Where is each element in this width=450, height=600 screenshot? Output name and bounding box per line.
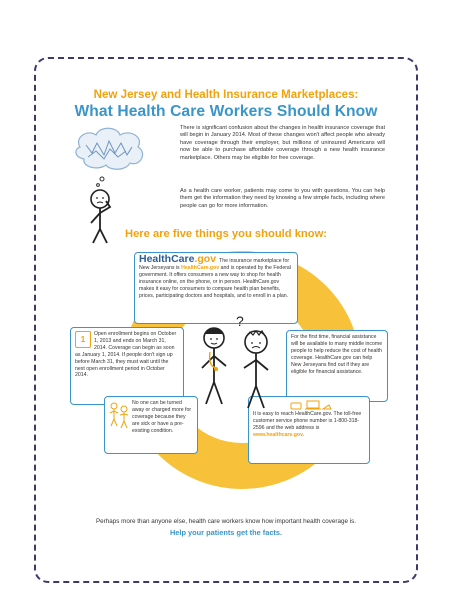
contact-card: It is easy to reach HealthCare.gov. The … xyxy=(248,396,370,464)
phone-computer-icon xyxy=(290,400,332,410)
marketplace-link[interactable]: HealthCare.gov xyxy=(181,264,220,271)
marketplace-card: HealthCare.gov The insurance marketplace … xyxy=(134,252,298,324)
sick-people-icon xyxy=(109,402,129,429)
healthcare-gov-url-link[interactable]: www.healthcare.gov xyxy=(253,431,303,438)
title-line-2: What Health Care Workers Should Know xyxy=(74,103,378,120)
preexisting-card: No one can be turned away or charged mor… xyxy=(104,396,198,454)
health-workers-illustration: ? xyxy=(201,313,269,409)
contact-text-b: . xyxy=(302,431,305,438)
title-line-1: New Jersey and Health Insurance Marketpl… xyxy=(93,88,359,101)
intro-paragraph-1: There is significant confusion about the… xyxy=(180,125,385,161)
footer-line-2: Help your patients get the facts. xyxy=(169,528,283,537)
enrollment-card: 1 Open enrollment begins on October 1, 20… xyxy=(70,327,184,405)
contact-text-a: It is easy to reach HealthCare.gov. The … xyxy=(253,411,362,431)
healthcare-gov-logo: HealthCare.gov xyxy=(139,253,217,265)
svg-text:?: ? xyxy=(236,313,244,329)
marketplace-text-b: and is operated by the Federal governmen… xyxy=(139,264,291,299)
confused-person-illustration xyxy=(75,127,144,244)
preexisting-text: No one can be turned away or charged mor… xyxy=(132,400,192,434)
enrollment-text: Open enrollment begins on October 1, 201… xyxy=(75,331,177,379)
page-border xyxy=(34,57,418,583)
calendar-icon: 1 xyxy=(75,331,91,348)
footer-line-1: Perhaps more than anyone else, health ca… xyxy=(95,518,357,525)
marketplace-text-a: The insurance marketplace for New Jersey… xyxy=(139,258,290,271)
section-heading: Here are five things you should know: xyxy=(124,228,328,240)
assistance-text: For the first time, financial assistance… xyxy=(291,334,383,375)
assistance-card: For the first time, financial assistance… xyxy=(286,330,388,402)
intro-paragraph-2: As a health care worker, patients may co… xyxy=(180,188,385,209)
